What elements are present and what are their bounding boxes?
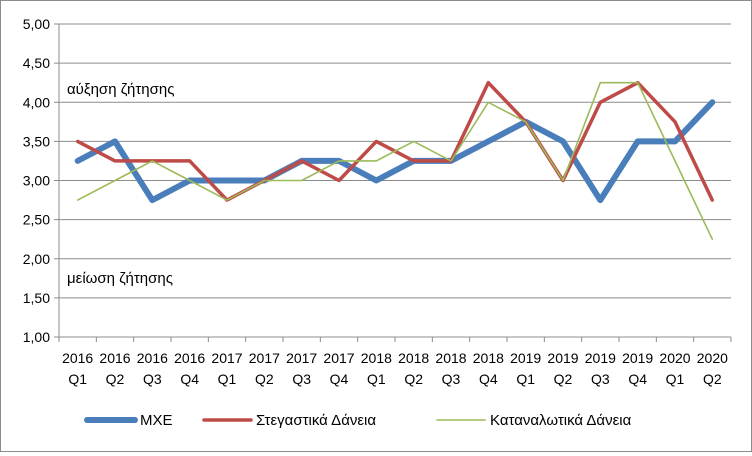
y-tick-label: 3,00: [23, 173, 50, 189]
legend-label-3: Καταναλωτικά Δάνεια: [490, 412, 632, 429]
y-tick-label: 2,00: [23, 251, 50, 267]
x-tick-year: 2017: [249, 350, 280, 366]
x-tick-year: 2019: [585, 350, 616, 366]
y-tick-label: 1,00: [23, 329, 50, 345]
x-tick-year: 2017: [286, 350, 317, 366]
x-tick-year: 2016: [99, 350, 130, 366]
y-tick-label: 4,00: [23, 94, 50, 110]
legend: ΜΧΕ Στεγαστικά Δάνεια Καταναλωτικά Δάνεια: [84, 412, 632, 429]
x-tick-year: 2019: [547, 350, 578, 366]
x-tick-quarter: Q2: [703, 371, 722, 387]
x-tick-quarter: Q4: [628, 371, 647, 387]
x-tick-year: 2019: [510, 350, 541, 366]
y-tick-label: 4,50: [23, 55, 50, 71]
y-tick-labels: 5,00 4,50 4,00 3,50 3,00 2,50 2,00 1,50 1,00: [23, 16, 50, 345]
x-tick-quarter: Q3: [143, 371, 162, 387]
series-lines: [74, 80, 716, 240]
annotation-increase: αύξηση ζήτησης: [67, 81, 174, 98]
x-tick-quarter: Q1: [218, 371, 237, 387]
y-tick-label: 5,00: [23, 16, 50, 32]
x-tick-labels: 2016 Q1 2016 Q2 2016 Q3 2016 Q4 2017 Q1 2017 Q2 2017…: [62, 350, 728, 387]
series-line-3: [76, 81, 714, 240]
legend-label-2: Στεγαστικά Δάνεια: [256, 412, 376, 429]
series-line-1: [74, 99, 716, 204]
x-tick-year: 2018: [361, 350, 392, 366]
x-tick-year: 2019: [622, 350, 653, 366]
x-tick-year: 2018: [398, 350, 429, 366]
x-tick-quarter: Q4: [479, 371, 498, 387]
x-tick-year: 2020: [659, 350, 690, 366]
y-tick-label: 1,50: [23, 290, 50, 306]
x-tick-quarter: Q1: [516, 371, 535, 387]
x-tick-quarter: Q2: [255, 371, 274, 387]
x-tick-quarter: Q3: [292, 371, 311, 387]
x-tick-quarter: Q1: [666, 371, 685, 387]
x-tick-quarter: Q4: [330, 371, 349, 387]
axes: [58, 24, 732, 342]
x-tick-year: 2020: [697, 350, 728, 366]
annotation-decrease: μείωση ζήτησης: [67, 270, 173, 287]
gridlines: [54, 23, 731, 338]
x-tick-year: 2016: [174, 350, 205, 366]
x-tick-year: 2017: [211, 350, 242, 366]
x-tick-quarter: Q2: [106, 371, 125, 387]
x-tick-year: 2016: [137, 350, 168, 366]
x-tick-year: 2017: [323, 350, 354, 366]
legend-label-1: ΜΧΕ: [140, 412, 173, 429]
x-tick-quarter: Q3: [591, 371, 610, 387]
x-tick-year: 2018: [473, 350, 504, 366]
x-tick-quarter: Q3: [442, 371, 461, 387]
x-tick-quarter: Q1: [68, 371, 87, 387]
x-tick-quarter: Q2: [554, 371, 573, 387]
x-tick-quarter: Q2: [404, 371, 423, 387]
x-tick-year: 2016: [62, 350, 93, 366]
y-tick-label: 3,50: [23, 133, 50, 149]
x-tick-quarter: Q4: [180, 371, 199, 387]
y-tick-label: 2,50: [23, 212, 50, 228]
x-tick-quarter: Q1: [367, 371, 386, 387]
x-tick-year: 2018: [435, 350, 466, 366]
